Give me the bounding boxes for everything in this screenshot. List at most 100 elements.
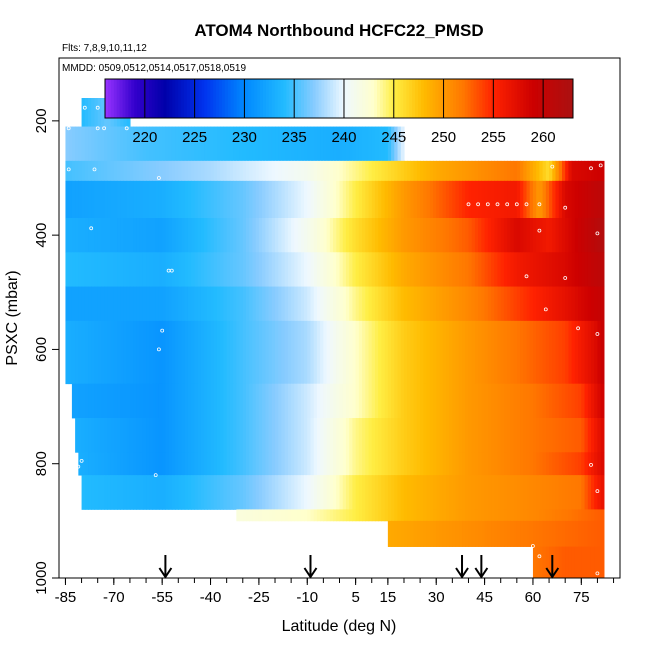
heatmap-cell — [407, 475, 412, 510]
heatmap-cell — [197, 218, 202, 253]
heatmap-cell — [374, 509, 379, 522]
heatmap-cell — [445, 475, 450, 510]
heatmap-cell — [81, 452, 86, 476]
heatmap-cell — [68, 320, 73, 385]
heatmap-cell — [494, 160, 499, 182]
heatmap-cell — [262, 475, 266, 510]
x-tick-label: 60 — [525, 589, 542, 606]
heatmap-cell — [481, 286, 486, 322]
heatmap-cell — [284, 180, 289, 219]
heatmap-cell — [510, 452, 515, 476]
heatmap-cell — [278, 509, 283, 522]
heatmap-cell — [310, 418, 315, 453]
heatmap-cell — [78, 218, 83, 253]
heatmap-cell — [113, 160, 118, 182]
heatmap-cell — [304, 180, 308, 219]
heatmap-cell — [139, 252, 144, 287]
heatmap-cell — [126, 383, 131, 419]
heatmap-cell — [526, 452, 531, 476]
heatmap-cell — [152, 418, 157, 453]
heatmap-cell — [571, 252, 576, 287]
heatmap-cell — [465, 286, 470, 322]
heatmap-cell — [187, 320, 192, 385]
heatmap-cell — [281, 180, 286, 219]
heatmap-cell — [146, 475, 150, 510]
heatmap-cell — [320, 509, 324, 522]
heatmap-cell — [565, 546, 570, 578]
heatmap-cell — [387, 160, 392, 182]
heatmap-cell — [545, 546, 550, 578]
heatmap-cell — [478, 320, 482, 385]
heatmap-cell — [462, 475, 466, 510]
heatmap-cell — [403, 218, 408, 253]
heatmap-cell — [88, 98, 92, 127]
heatmap-cell — [113, 286, 118, 322]
heatmap-cell — [281, 286, 286, 322]
colorbar-segment — [298, 79, 302, 118]
heatmap-cell — [468, 218, 473, 253]
heatmap-cell — [545, 452, 550, 476]
heatmap-cell — [294, 509, 299, 522]
latitude-arrow — [455, 555, 469, 579]
heatmap-cell — [513, 452, 518, 476]
heatmap-cell — [294, 126, 299, 162]
heatmap-cell — [358, 383, 363, 419]
colorbar-segment — [201, 79, 205, 118]
heatmap-cell — [342, 509, 347, 522]
x-tick-label: 15 — [380, 589, 397, 606]
heatmap-cell — [165, 180, 170, 219]
heatmap-cell — [484, 383, 489, 419]
heatmap-cell — [574, 509, 579, 522]
heatmap-cell — [297, 383, 302, 419]
heatmap-cell — [484, 475, 489, 510]
heatmap-cell — [78, 180, 83, 219]
colorbar-segment — [482, 79, 486, 118]
heatmap-cell — [507, 509, 511, 522]
heatmap-cell — [252, 286, 257, 322]
heatmap-cell — [481, 252, 486, 287]
colorbar-segment — [394, 79, 398, 118]
heatmap-cell — [216, 126, 221, 162]
heatmap-cell — [516, 418, 521, 453]
heatmap-cell — [204, 418, 208, 453]
heatmap-cell — [278, 126, 283, 162]
heatmap-cell — [107, 218, 112, 253]
heatmap-cell — [549, 286, 553, 322]
heatmap-cell — [84, 320, 89, 385]
heatmap-cell — [258, 383, 263, 419]
colorbar-tick-label: 220 — [132, 129, 157, 146]
heatmap-cell — [342, 418, 347, 453]
heatmap-cell — [455, 180, 460, 219]
heatmap-cell — [194, 286, 199, 322]
heatmap-cell — [88, 126, 92, 162]
heatmap-cell — [384, 475, 389, 510]
colorbar-segment — [213, 79, 217, 118]
colorbar-segment — [300, 79, 305, 118]
heatmap-cell — [175, 160, 179, 182]
heatmap-cell — [249, 452, 254, 476]
heatmap-cell — [487, 383, 492, 419]
heatmap-cell — [304, 160, 308, 182]
heatmap-cell — [233, 252, 237, 287]
latitude-arrow — [545, 555, 560, 579]
heatmap-cell — [187, 218, 192, 253]
heatmap-cell — [284, 320, 289, 385]
heatmap-cell — [239, 509, 244, 522]
sample-marker — [160, 328, 165, 333]
heatmap-cell — [523, 383, 528, 419]
heatmap-cell — [200, 286, 205, 322]
heatmap-cell — [191, 320, 196, 385]
sample-marker — [89, 226, 94, 231]
heatmap-cell — [152, 160, 157, 182]
heatmap-cell — [497, 218, 502, 253]
heatmap-cell — [503, 520, 508, 547]
colorbar-segment — [172, 79, 176, 118]
heatmap-cell — [468, 509, 473, 522]
heatmap-cell — [200, 252, 205, 287]
heatmap-cell — [403, 509, 408, 522]
colorbar-segment — [473, 79, 477, 118]
heatmap-cell — [552, 218, 557, 253]
heatmap-cell — [100, 218, 105, 253]
heatmap-cell — [100, 475, 105, 510]
heatmap-cell — [429, 452, 434, 476]
